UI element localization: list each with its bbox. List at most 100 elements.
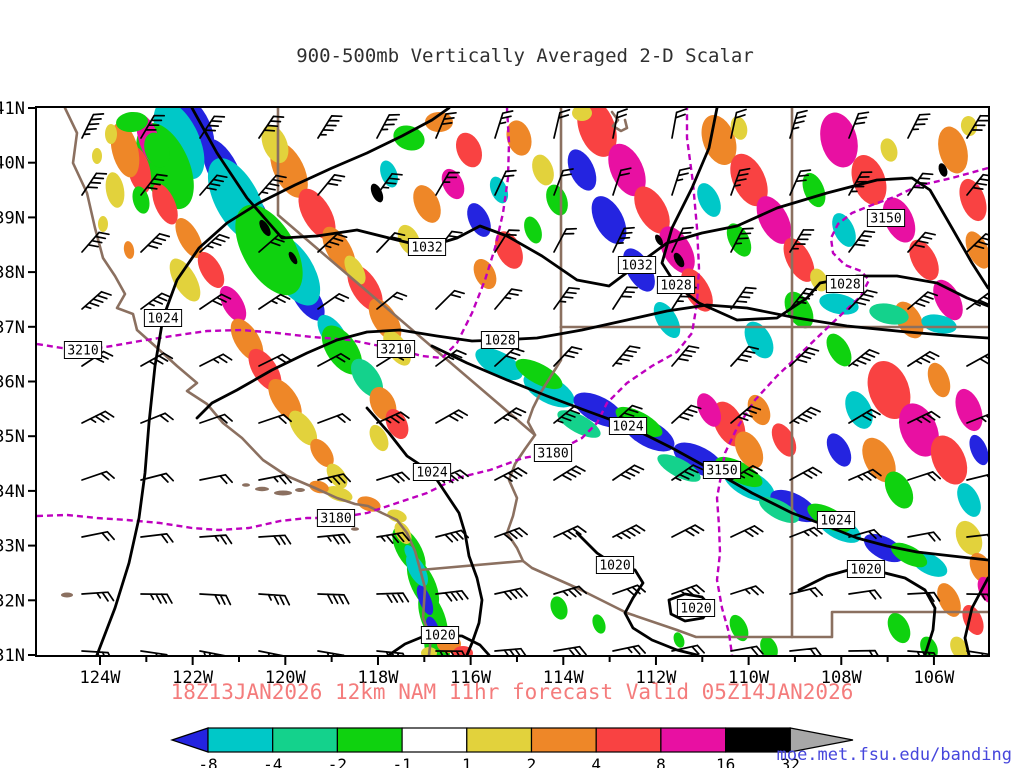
wind-barb [376,411,410,424]
mslp-contour-label: 1024 [412,463,452,481]
wind-barb [553,108,571,139]
wind-barb [966,173,988,196]
wind-barb [612,584,646,597]
wind-barb [376,113,401,139]
wind-barb [140,533,174,544]
wind-barb [789,169,812,196]
wind-barb [671,404,702,424]
wind-barb [789,647,822,655]
wind-barb [140,352,174,367]
wind-barb [317,115,343,139]
wind-barb [907,350,940,367]
wind-barb [848,171,873,196]
wind-barb [966,353,988,367]
island [61,592,73,598]
wind-barb [317,593,350,605]
wind-barb [494,587,528,601]
wind-barb [199,353,233,367]
height-contour-label: 3210 [63,341,103,359]
wind-barb [789,526,823,538]
wind-barb [553,465,586,481]
colorbar [170,727,854,753]
lat-tick-label: 36N [0,373,25,393]
lat-tick-label: 37N [0,318,25,338]
mslp-contour-label: 1024 [608,417,648,435]
island [274,490,292,496]
wind-barb [140,472,175,483]
svg-text:1032: 1032 [411,241,442,256]
wind-barb [848,348,880,367]
wind-barb [730,167,751,196]
lat-tick-label: 33N [0,537,25,557]
wind-barb [848,289,878,310]
wind-barb [671,644,705,655]
map-plot-area: 1024 1032 1032 1028 1028 1028 1024 1024 1024 1020… [35,106,990,657]
wind-barb [258,650,284,655]
height-contour-label: 3180 [316,509,356,527]
wind-barb [317,233,348,253]
wind-barb [376,531,410,544]
svg-text:1024: 1024 [147,312,178,327]
mslp-contour-label: 1024 [816,511,856,529]
wind-barb [612,524,646,540]
wind-barb [848,649,879,655]
svg-text:1020: 1020 [680,602,711,617]
wind-barbs [81,108,988,655]
colorbar-tick-label: 8 [656,755,666,768]
mslp-contour-label: 1028 [656,276,696,294]
wind-barb [553,346,583,367]
wind-barb [907,531,941,542]
colorbar-tick-label: 16 [716,755,735,768]
wind-barb [494,169,517,196]
colorbar-segment [530,727,597,753]
wind-barb [494,347,525,367]
colorbar-segment [466,727,533,753]
wind-barb [435,529,470,543]
wind-barb [199,650,226,655]
svg-text:1032: 1032 [621,259,652,274]
wind-barb [258,474,292,485]
colorbar-tick-label: -2 [328,755,347,768]
colorbar-tick-label: -1 [392,755,411,768]
wind-barb [435,650,466,655]
wind-barb [907,650,936,655]
wind-barb [81,410,115,424]
wind-barb [730,405,762,424]
wind-barb [199,473,233,485]
wind-barb [81,530,115,542]
wind-barb [966,114,988,139]
wind-barb [907,172,934,196]
wind-barb [789,287,818,310]
wind-barb [671,226,694,253]
colorbar-tick-label: 4 [591,755,601,768]
wind-barb [553,585,588,598]
colorbar-segment [401,727,468,753]
lat-tick-label: 34N [0,482,25,502]
wind-barb [730,108,747,139]
wind-barb [848,111,870,139]
height-contour-label: 3180 [533,444,573,462]
wind-barb [553,227,578,253]
wind-barb [376,232,406,253]
lat-tick-label: 31N [0,646,25,666]
wind-barb [966,292,988,310]
wind-barb [730,585,765,596]
svg-text:1020: 1020 [850,563,881,578]
wind-barb [612,226,635,253]
wind-barb [494,647,527,655]
wind-barb [553,525,587,540]
mslp-contour-label: 1032 [407,238,447,256]
wind-barb [730,227,754,253]
wind-barb [494,229,520,253]
wind-barb [140,650,168,655]
wind-barb [317,533,351,545]
watermark-url[interactable]: moe.met.fsu.edu/banding [776,745,1012,765]
wind-barb [258,593,291,606]
wind-barb [848,230,876,253]
wind-barb [966,533,988,538]
wind-barb [848,408,881,424]
wind-barb [907,471,942,482]
wind-barb [199,174,228,196]
wind-barb [848,589,882,600]
